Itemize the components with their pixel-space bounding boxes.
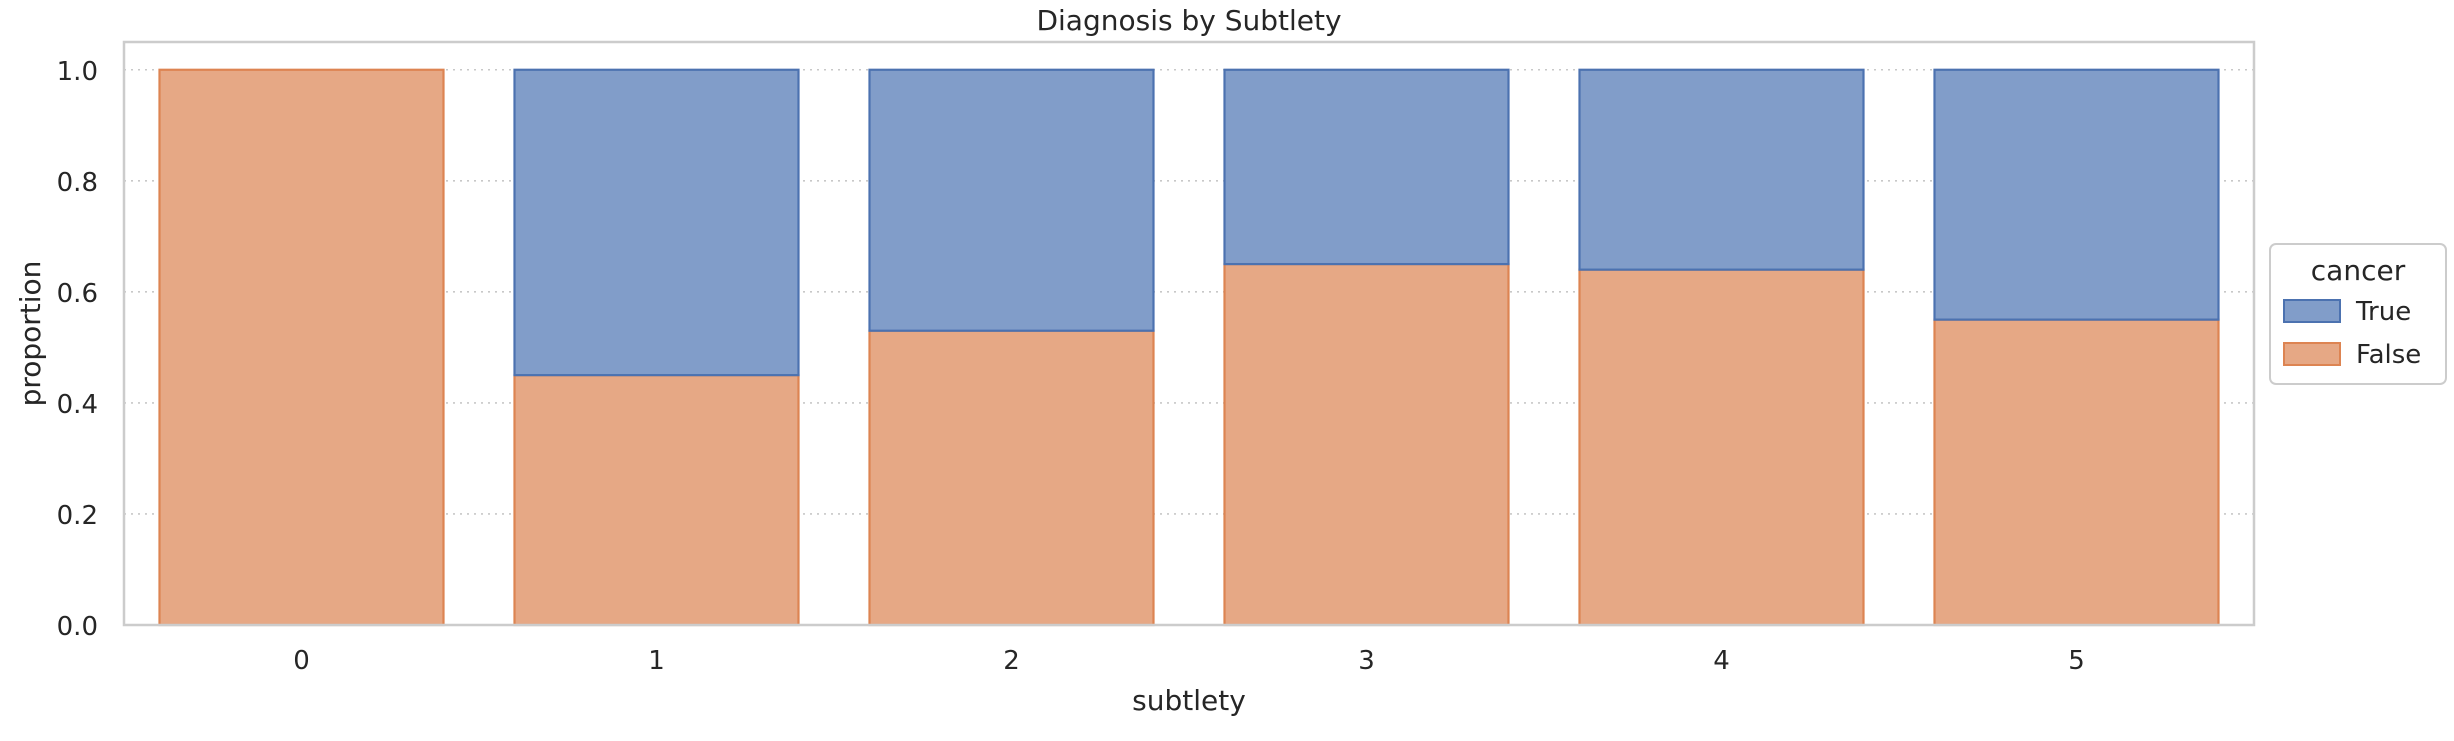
bar-false-4 [1578, 268, 1865, 627]
bar-true-2 [868, 68, 1155, 332]
legend-label-false: False [2356, 340, 2421, 370]
bar-false-1 [513, 374, 800, 627]
x-tick-label: 3 [1358, 646, 1375, 676]
bar-true-1 [513, 68, 800, 377]
x-tick-label: 4 [1713, 646, 1730, 676]
grid-layer [124, 68, 2254, 515]
x-tick-label: 5 [2068, 646, 2085, 676]
tick-layer: 0.0 0.2 0.4 0.6 0.8 1.0 0 1 2 3 4 5 [57, 57, 2085, 676]
x-tick-label: 1 [648, 646, 665, 676]
x-tick-label: 2 [1003, 646, 1020, 676]
legend-label-true: True [2355, 297, 2411, 327]
y-tick-label: 0.4 [57, 390, 98, 420]
bar-true-3 [1223, 68, 1510, 266]
chart-title: Diagnosis by Subtlety [1036, 4, 1341, 37]
legend-title: cancer [2311, 254, 2406, 287]
bar-false-5 [1933, 318, 2220, 627]
x-axis-label: subtlety [1132, 684, 1246, 717]
plot-frame [122, 40, 2256, 627]
bar-layer [158, 68, 2220, 627]
bar-false-0 [158, 68, 445, 627]
legend: cancer True False [2269, 243, 2447, 385]
legend-items: True False [2283, 297, 2421, 370]
y-axis-label: proportion [14, 261, 47, 407]
bar-false-3 [1223, 262, 1510, 627]
bar-false-2 [868, 329, 1155, 627]
y-tick-label: 0.8 [57, 168, 98, 198]
y-tick-label: 0.0 [57, 612, 98, 642]
legend-swatch-true [2283, 299, 2341, 323]
bar-true-5 [1933, 68, 2220, 321]
y-tick-label: 1.0 [57, 57, 98, 87]
y-tick-label: 0.2 [57, 501, 98, 531]
legend-swatch-false [2283, 342, 2341, 366]
bar-true-4 [1578, 68, 1865, 271]
y-tick-label: 0.6 [57, 279, 98, 309]
x-tick-label: 0 [293, 646, 310, 676]
